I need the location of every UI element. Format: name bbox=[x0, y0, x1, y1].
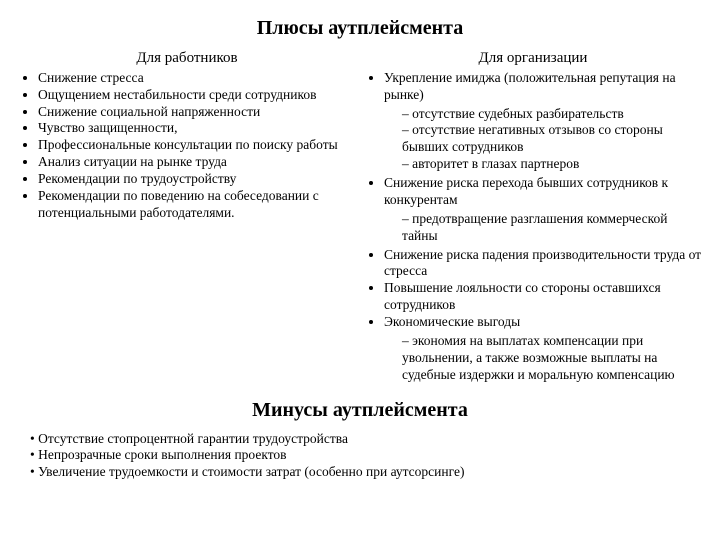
right-item: Повышение лояльности со стороны оставших… bbox=[384, 280, 702, 314]
main-title: Плюсы аутплейсмента bbox=[18, 16, 702, 41]
left-item: Рекомендации по поведению на собеседован… bbox=[38, 188, 356, 222]
right-heading: Для организации bbox=[364, 49, 702, 68]
left-item: Снижение социальной напряженности bbox=[38, 104, 356, 121]
right-item: Укрепление имиджа (положительная репутац… bbox=[384, 70, 702, 173]
minus-item: Увеличение трудоемкости и стоимости затр… bbox=[30, 464, 702, 481]
left-item: Рекомендации по трудоустройству bbox=[38, 171, 356, 188]
left-heading: Для работников bbox=[18, 49, 356, 68]
left-item: Снижение стресса bbox=[38, 70, 356, 87]
left-item: Ощущением нестабильности среди сотрудник… bbox=[38, 87, 356, 104]
right-subitem: отсутствие негативных отзывов со стороны… bbox=[402, 122, 702, 156]
right-sublist: предотвращение разглашения коммерческой … bbox=[402, 211, 702, 245]
minus-item: Непрозрачные сроки выполнения проектов bbox=[30, 447, 702, 464]
left-column: Для работников Снижение стрессаОщущением… bbox=[18, 49, 356, 386]
right-list: Укрепление имиджа (положительная репутац… bbox=[384, 70, 702, 384]
left-list: Снижение стрессаОщущением нестабильности… bbox=[38, 70, 356, 222]
minus-item: Отсутствие стопроцентной гарантии трудоу… bbox=[30, 431, 702, 448]
right-item-text: Повышение лояльности со стороны оставших… bbox=[384, 280, 661, 312]
right-item: Экономические выгоды экономия на выплатах… bbox=[384, 314, 702, 384]
right-item-text: Экономические выгоды bbox=[384, 314, 520, 329]
right-column: Для организации Укрепление имиджа (полож… bbox=[364, 49, 702, 386]
right-item: Снижение риска падения производительност… bbox=[384, 247, 702, 281]
minuses-list: Отсутствие стопроцентной гарантии трудоу… bbox=[30, 431, 702, 482]
right-item-text: Снижение риска перехода бывших сотрудник… bbox=[384, 175, 668, 207]
right-subitem: отсутствие судебных разбирательств bbox=[402, 106, 702, 123]
left-item: Чувство защищенности, bbox=[38, 120, 356, 137]
right-subitem: экономия на выплатах компенсации при уво… bbox=[402, 333, 702, 384]
left-item: Анализ ситуации на рынке труда bbox=[38, 154, 356, 171]
right-item-text: Снижение риска падения производительност… bbox=[384, 247, 701, 279]
left-item: Профессиональные консультации по поиску … bbox=[38, 137, 356, 154]
right-subitem: предотвращение разглашения коммерческой … bbox=[402, 211, 702, 245]
right-item-text: Укрепление имиджа (положительная репутац… bbox=[384, 70, 676, 102]
pros-columns: Для работников Снижение стрессаОщущением… bbox=[18, 49, 702, 386]
right-sublist: экономия на выплатах компенсации при уво… bbox=[402, 333, 702, 384]
right-sublist: отсутствие судебных разбирательствотсутс… bbox=[402, 106, 702, 174]
subtitle: Минусы аутплейсмента bbox=[18, 398, 702, 423]
right-item: Снижение риска перехода бывших сотрудник… bbox=[384, 175, 702, 245]
right-subitem: авторитет в глазах партнеров bbox=[402, 156, 702, 173]
